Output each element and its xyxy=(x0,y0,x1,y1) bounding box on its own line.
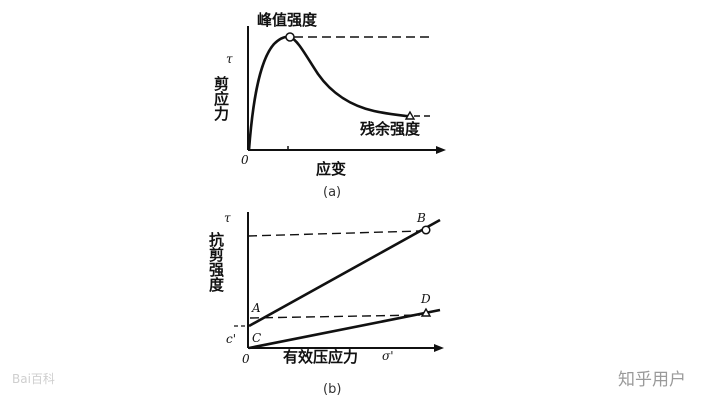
figure-a: 峰值强度 剪应力 τ 残余强度 0 应变 (a) xyxy=(212,11,446,200)
a-x-axis-label: 应变 xyxy=(316,160,346,178)
figure-b: 抗剪强度 τ A B C D c' 0 有效压应力 σ' (b) xyxy=(207,211,444,397)
b-caption: (b) xyxy=(323,382,341,397)
a-caption: (a) xyxy=(323,185,341,200)
b-origin-label: 0 xyxy=(242,352,250,366)
b-dashed-b xyxy=(247,230,421,237)
b-y-axis-symbol: τ xyxy=(224,211,231,225)
b-point-d: D xyxy=(420,292,431,306)
a-y-axis-label: 剪应力 xyxy=(212,75,230,122)
b-point-a: A xyxy=(251,301,261,315)
a-peak-label: 峰值强度 xyxy=(257,11,318,29)
b-point-b: B xyxy=(416,211,426,225)
b-x-arrow xyxy=(434,344,444,352)
a-residual-marker xyxy=(404,110,416,120)
a-x-arrow xyxy=(436,146,446,154)
b-line-cd xyxy=(248,308,441,350)
b-x-axis-symbol: σ' xyxy=(382,349,394,363)
b-line-ab xyxy=(248,218,441,328)
b-intercept-label: c' xyxy=(226,332,236,346)
watermark-left: Bai百科 xyxy=(12,372,55,386)
a-peak-marker xyxy=(285,32,295,42)
watermark-right: 知乎用户 xyxy=(618,370,686,390)
a-residual-label: 残余强度 xyxy=(360,120,421,138)
a-y-axis-symbol: τ xyxy=(226,52,233,66)
a-stress-strain-curve xyxy=(247,35,410,151)
b-marker-d xyxy=(420,307,432,317)
b-y-axis-label: 抗剪强度 xyxy=(207,231,225,293)
b-dashed-d xyxy=(249,314,421,319)
b-marker-b xyxy=(421,225,431,235)
b-point-c: C xyxy=(252,331,261,345)
b-x-axis-label: 有效压应力 xyxy=(283,348,358,366)
a-origin-label: 0 xyxy=(241,153,249,167)
